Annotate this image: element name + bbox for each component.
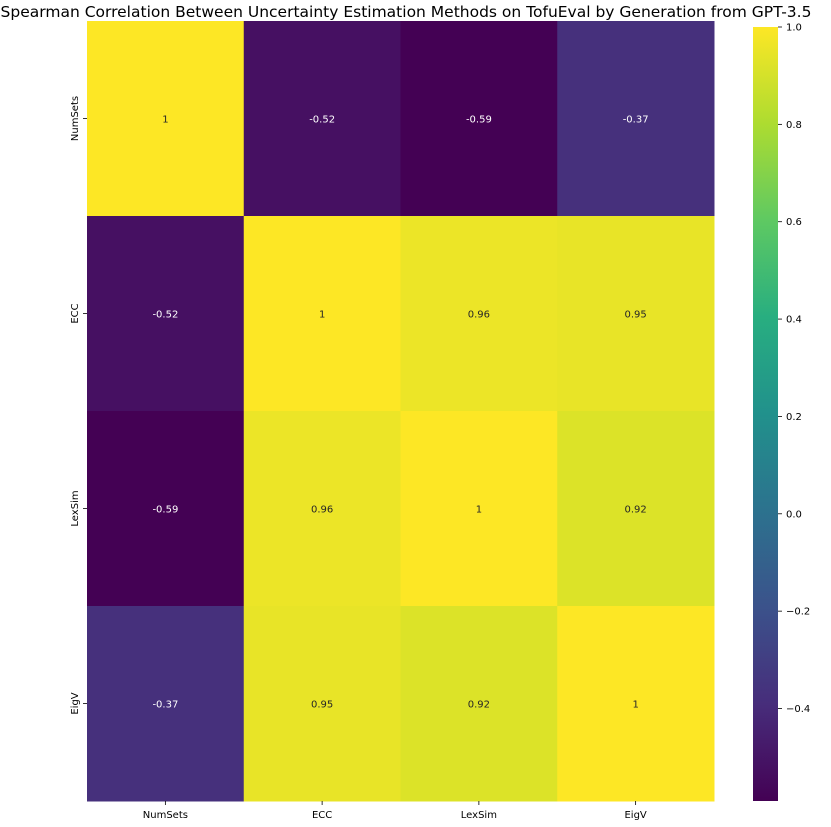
cell-annotation: 0.92 — [624, 505, 646, 516]
y-tick-label: ECC — [70, 303, 81, 323]
cell-annotation: 0.96 — [468, 310, 490, 321]
heatmap-cell — [87, 21, 245, 217]
y-tick-label: EigV — [70, 692, 81, 714]
heatmap-cell — [400, 606, 558, 802]
x-tick-label: LexSim — [461, 810, 497, 821]
heatmap-cell — [243, 606, 401, 802]
cell-annotation: 1 — [476, 505, 482, 516]
cell-annotation: -0.52 — [309, 115, 335, 126]
heatmap-cell — [400, 216, 558, 412]
colorbar-tick-label: 0.0 — [786, 509, 802, 520]
chart-title: Spearman Correlation Between Uncertainty… — [1, 3, 812, 21]
colorbar-gradient — [753, 27, 778, 801]
y-tick-label: LexSim — [70, 490, 81, 526]
heatmap-cell — [243, 21, 401, 217]
heatmap-cells: 1 -0.52 -0.59 -0.37 -0.52 1 0.96 0.95 -0.59 0.96 1… — [87, 21, 715, 802]
cell-annotation: -0.37 — [152, 700, 178, 711]
colorbar-tick-label: 1.0 — [786, 23, 802, 34]
cell-annotation: 1 — [319, 310, 325, 321]
x-tick-label: EigV — [624, 810, 646, 821]
x-tick-label: NumSets — [143, 810, 188, 821]
cell-annotation: 0.92 — [468, 700, 490, 711]
colorbar-tick-label: −0.4 — [786, 704, 810, 715]
colorbar-tick-label: 0.6 — [786, 217, 802, 228]
x-tick-label: ECC — [312, 810, 332, 821]
cell-annotation: 0.95 — [311, 700, 333, 711]
heatmap-cell — [87, 216, 245, 412]
heatmap-cell — [243, 411, 401, 607]
colorbar: −0.4 −0.2 0.0 0.2 0.4 0.6 0.8 1.0 — [753, 23, 810, 801]
heatmap-cell — [400, 21, 558, 217]
colorbar-tick-label: 0.4 — [786, 315, 802, 326]
heatmap-cell — [557, 21, 715, 217]
heatmap-cell — [557, 411, 715, 607]
cell-annotation: 0.95 — [624, 310, 646, 321]
cell-annotation: -0.59 — [466, 115, 492, 126]
heatmap-cell — [400, 411, 558, 607]
cell-annotation: -0.52 — [152, 310, 178, 321]
cell-annotation: 1 — [632, 700, 638, 711]
heatmap-cell — [557, 216, 715, 412]
heatmap-cell — [87, 606, 245, 802]
colorbar-tick-label: −0.2 — [786, 607, 810, 618]
heatmap-cell — [243, 216, 401, 412]
x-axis: NumSets ECC LexSim EigV — [143, 801, 647, 821]
cell-annotation: 1 — [162, 115, 168, 126]
heatmap-cell — [87, 411, 245, 607]
y-axis: NumSets ECC LexSim EigV — [70, 96, 87, 715]
cell-annotation: -0.59 — [152, 505, 178, 516]
cell-annotation: 0.96 — [311, 505, 333, 516]
heatmap-cell — [557, 606, 715, 802]
colorbar-tick-label: 0.2 — [786, 412, 802, 423]
cell-annotation: -0.37 — [623, 115, 649, 126]
colorbar-tick-label: 0.8 — [786, 120, 802, 131]
y-tick-label: NumSets — [70, 96, 81, 141]
